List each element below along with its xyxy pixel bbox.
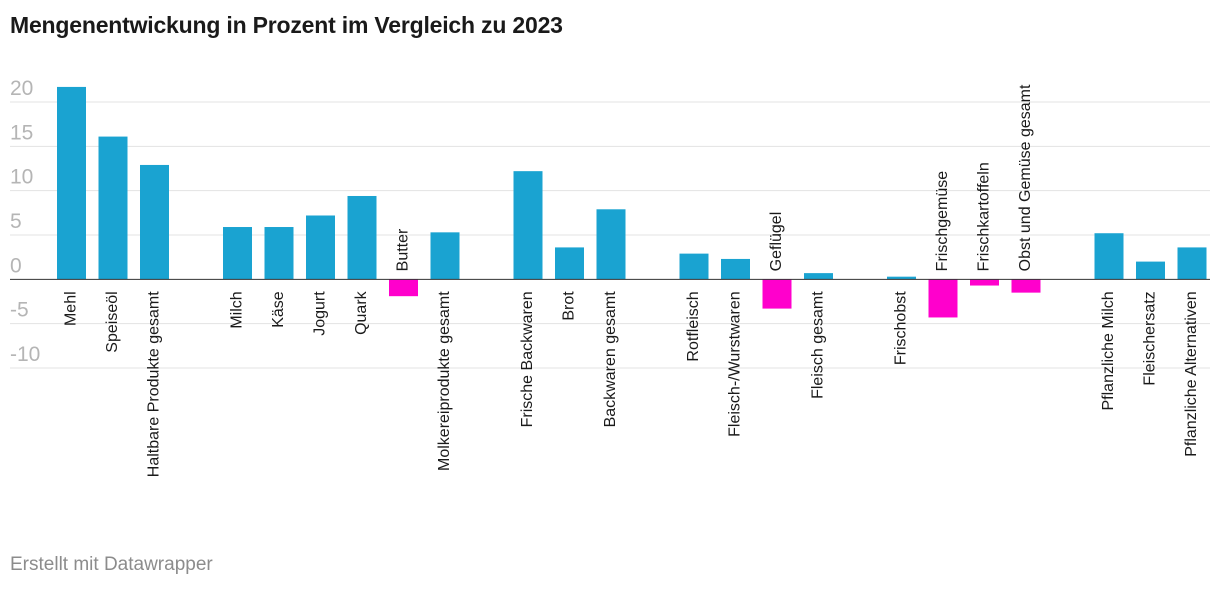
- y-tick-label: 0: [10, 254, 22, 277]
- bar-gefluegel: [762, 279, 792, 309]
- y-tick-label: 10: [10, 166, 33, 189]
- bar-frischkartoffeln: [970, 279, 999, 286]
- bar-obst-und-gemuese-gesamt: [1011, 279, 1041, 293]
- category-label-speiseoel: Speiseöl: [104, 291, 121, 352]
- category-label-kaese: Käse: [270, 291, 287, 328]
- bar-frische-backwaren: [513, 171, 543, 280]
- y-axis-ticks: 20 15 10 5 0 -5 -10: [10, 77, 40, 366]
- category-label-butter: Butter: [395, 228, 412, 271]
- bar-haltbare-produkte-gesamt: [140, 164, 169, 280]
- bar-fleisch-gesamt: [804, 273, 833, 280]
- category-label-frische-backwaren: Frische Backwaren: [519, 291, 536, 427]
- category-label-quark: Quark: [353, 290, 370, 335]
- category-label-molkereiprodukte-gesamt: Molkereiprodukte gesamt: [436, 291, 453, 471]
- category-label-jogurt: Jogurt: [312, 291, 329, 336]
- bar-fleisch-wurstwaren: [721, 258, 750, 280]
- bar-frischobst: [887, 276, 916, 280]
- bar-pflanzliche-milch: [1094, 233, 1124, 280]
- bar-molkereiprodukte-gesamt: [430, 232, 460, 280]
- y-tick-label: 20: [10, 77, 33, 100]
- category-label-rotfleisch: Rotfleisch: [685, 291, 702, 361]
- chart-title: Mengenentwickung in Prozent im Vergleich…: [10, 12, 563, 38]
- bar-quark: [347, 195, 377, 280]
- category-label-mehl: Mehl: [63, 291, 80, 326]
- bar-rotfleisch: [679, 253, 709, 280]
- category-label-backwaren-gesamt: Backwaren gesamt: [602, 291, 619, 428]
- category-label-fleischersatz: Fleischersatz: [1142, 291, 1159, 385]
- bar-jogurt: [306, 215, 335, 280]
- bar-milch: [223, 227, 252, 280]
- category-label-pflanzliche-milch: Pflanzliche Milch: [1100, 291, 1117, 410]
- credit-text: Erstellt mit Datawrapper: [10, 554, 213, 575]
- bar-chart: 20 15 10 5 0 -5 -10 Mehl Speiseöl Haltbare Produ…: [10, 77, 1210, 477]
- category-label-gefluegel: Geflügel: [768, 212, 785, 272]
- category-label-frischobst: Frischobst: [893, 291, 910, 365]
- category-label-haltbare-produkte-gesamt: Haltbare Produkte gesamt: [146, 291, 163, 477]
- category-label-obst-und-gemuese-gesamt: Obst und Gemüse gesamt: [1017, 84, 1034, 271]
- category-label-pflanzliche-alternativen: Pflanzliche Alternativen: [1183, 291, 1200, 456]
- y-tick-label: 15: [10, 121, 33, 144]
- bar-butter: [389, 279, 418, 297]
- bar-pflanzliche-alternativen: [1177, 247, 1207, 280]
- bar-brot: [555, 247, 584, 280]
- category-label-fleisch-wurstwaren: Fleisch-/Wurstwaren: [727, 291, 744, 437]
- y-tick-label: -5: [10, 299, 29, 322]
- bar-frischgemuese: [928, 279, 958, 318]
- bars: [57, 86, 1207, 318]
- bar-fleischersatz: [1136, 261, 1165, 280]
- bar-speiseoel: [98, 136, 128, 280]
- y-tick-label: -10: [10, 343, 40, 366]
- category-labels: Mehl Speiseöl Haltbare Produkte gesamt Milc…: [63, 84, 1201, 477]
- category-label-milch: Milch: [229, 291, 246, 328]
- category-label-frischkartoffeln: Frischkartoffeln: [976, 162, 993, 271]
- category-label-brot: Brot: [561, 291, 578, 321]
- category-label-frischgemuese: Frischgemüse: [934, 171, 951, 272]
- bar-mehl: [57, 86, 86, 280]
- bar-kaese: [264, 227, 294, 280]
- category-label-fleisch-gesamt: Fleisch gesamt: [810, 291, 827, 399]
- bar-backwaren-gesamt: [596, 209, 626, 280]
- y-tick-label: 5: [10, 210, 22, 233]
